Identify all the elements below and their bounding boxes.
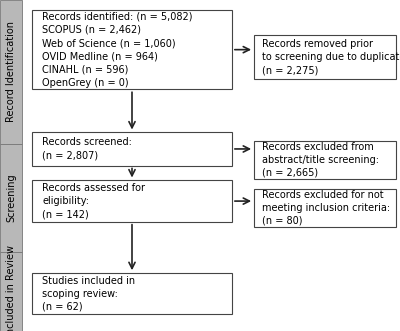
Bar	[254, 189, 396, 227]
Text: Records excluded for not
meeting inclusion criteria:
(n = 80): Records excluded for not meeting inclusi…	[262, 190, 390, 226]
Bar	[254, 35, 396, 79]
Text: Screening: Screening	[6, 173, 16, 222]
Text: Records removed prior
to screening due to duplicates:
(n = 2,275): Records removed prior to screening due t…	[262, 39, 400, 75]
Text: Included in Review: Included in Review	[6, 245, 16, 331]
Text: Records identified: (n = 5,082)
SCOPUS (n = 2,462)
Web of Science (n = 1,060)
OV: Records identified: (n = 5,082) SCOPUS (…	[42, 12, 192, 88]
Bar	[0, 144, 22, 252]
Text: Studies included in
scoping review:
(n = 62): Studies included in scoping review: (n =…	[42, 276, 135, 312]
Bar	[32, 180, 232, 222]
Bar	[32, 10, 232, 89]
Text: Records excluded from
abstract/title screening:
(n = 2,665): Records excluded from abstract/title scr…	[262, 142, 379, 178]
Bar	[32, 273, 232, 314]
Text: Records screened:
(n = 2,807): Records screened: (n = 2,807)	[42, 137, 132, 161]
Bar	[32, 132, 232, 166]
Bar	[0, 252, 22, 331]
Text: Record Identification: Record Identification	[6, 22, 16, 122]
Bar	[0, 0, 22, 144]
Text: Records assessed for
eligibility:
(n = 142): Records assessed for eligibility: (n = 1…	[42, 183, 145, 219]
Bar	[254, 141, 396, 179]
